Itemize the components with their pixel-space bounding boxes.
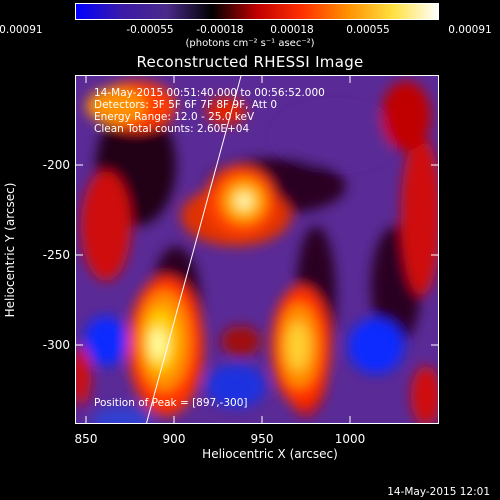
info-time: 14-May-2015 00:51:40.000 to 00:56:52.000 bbox=[94, 87, 325, 99]
x-tick-label: 850 bbox=[74, 432, 98, 446]
x-axis-label: Heliocentric X (arcsec) bbox=[202, 447, 338, 461]
image-plot[interactable] bbox=[75, 75, 439, 424]
colorbar-tick: -0.00055 bbox=[126, 24, 174, 36]
colorbar bbox=[75, 3, 439, 20]
y-axis-label: Heliocentric Y (arcsec) bbox=[3, 182, 17, 318]
x-tick-label: 900 bbox=[162, 432, 186, 446]
colorbar-tick: 0.00055 bbox=[346, 24, 390, 36]
y-tick-label: -200 bbox=[42, 158, 70, 172]
plot-title: Reconstructed RHESSI Image bbox=[136, 53, 364, 71]
y-tick-label: -300 bbox=[42, 338, 70, 352]
info-clean: Clean Total counts: 2.60E+04 bbox=[94, 123, 250, 135]
colorbar-tick: 0.00091 bbox=[448, 24, 492, 36]
info-detectors: Detectors: 3F 5F 6F 7F 8F 9F, Att 0 bbox=[94, 99, 278, 111]
solar-limb-line bbox=[146, 76, 242, 423]
info-peak: Position of Peak = [897,-300] bbox=[94, 397, 248, 409]
colorbar-tick: 0.00018 bbox=[270, 24, 314, 36]
timestamp: 14-May-2015 12:01 bbox=[387, 486, 490, 498]
heatmap-image bbox=[76, 76, 438, 423]
y-tick-label: -250 bbox=[42, 248, 70, 262]
colorbar-tick: -0.00091 bbox=[0, 24, 43, 36]
x-tick-label: 950 bbox=[250, 432, 274, 446]
colorbar-tick: -0.00018 bbox=[196, 24, 244, 36]
colorbar-unit: (photons cm⁻² s⁻¹ asec⁻²) bbox=[185, 38, 315, 49]
info-energy: Energy Range: 12.0 - 25.0 keV bbox=[94, 111, 255, 123]
x-tick-label: 1000 bbox=[334, 432, 366, 446]
